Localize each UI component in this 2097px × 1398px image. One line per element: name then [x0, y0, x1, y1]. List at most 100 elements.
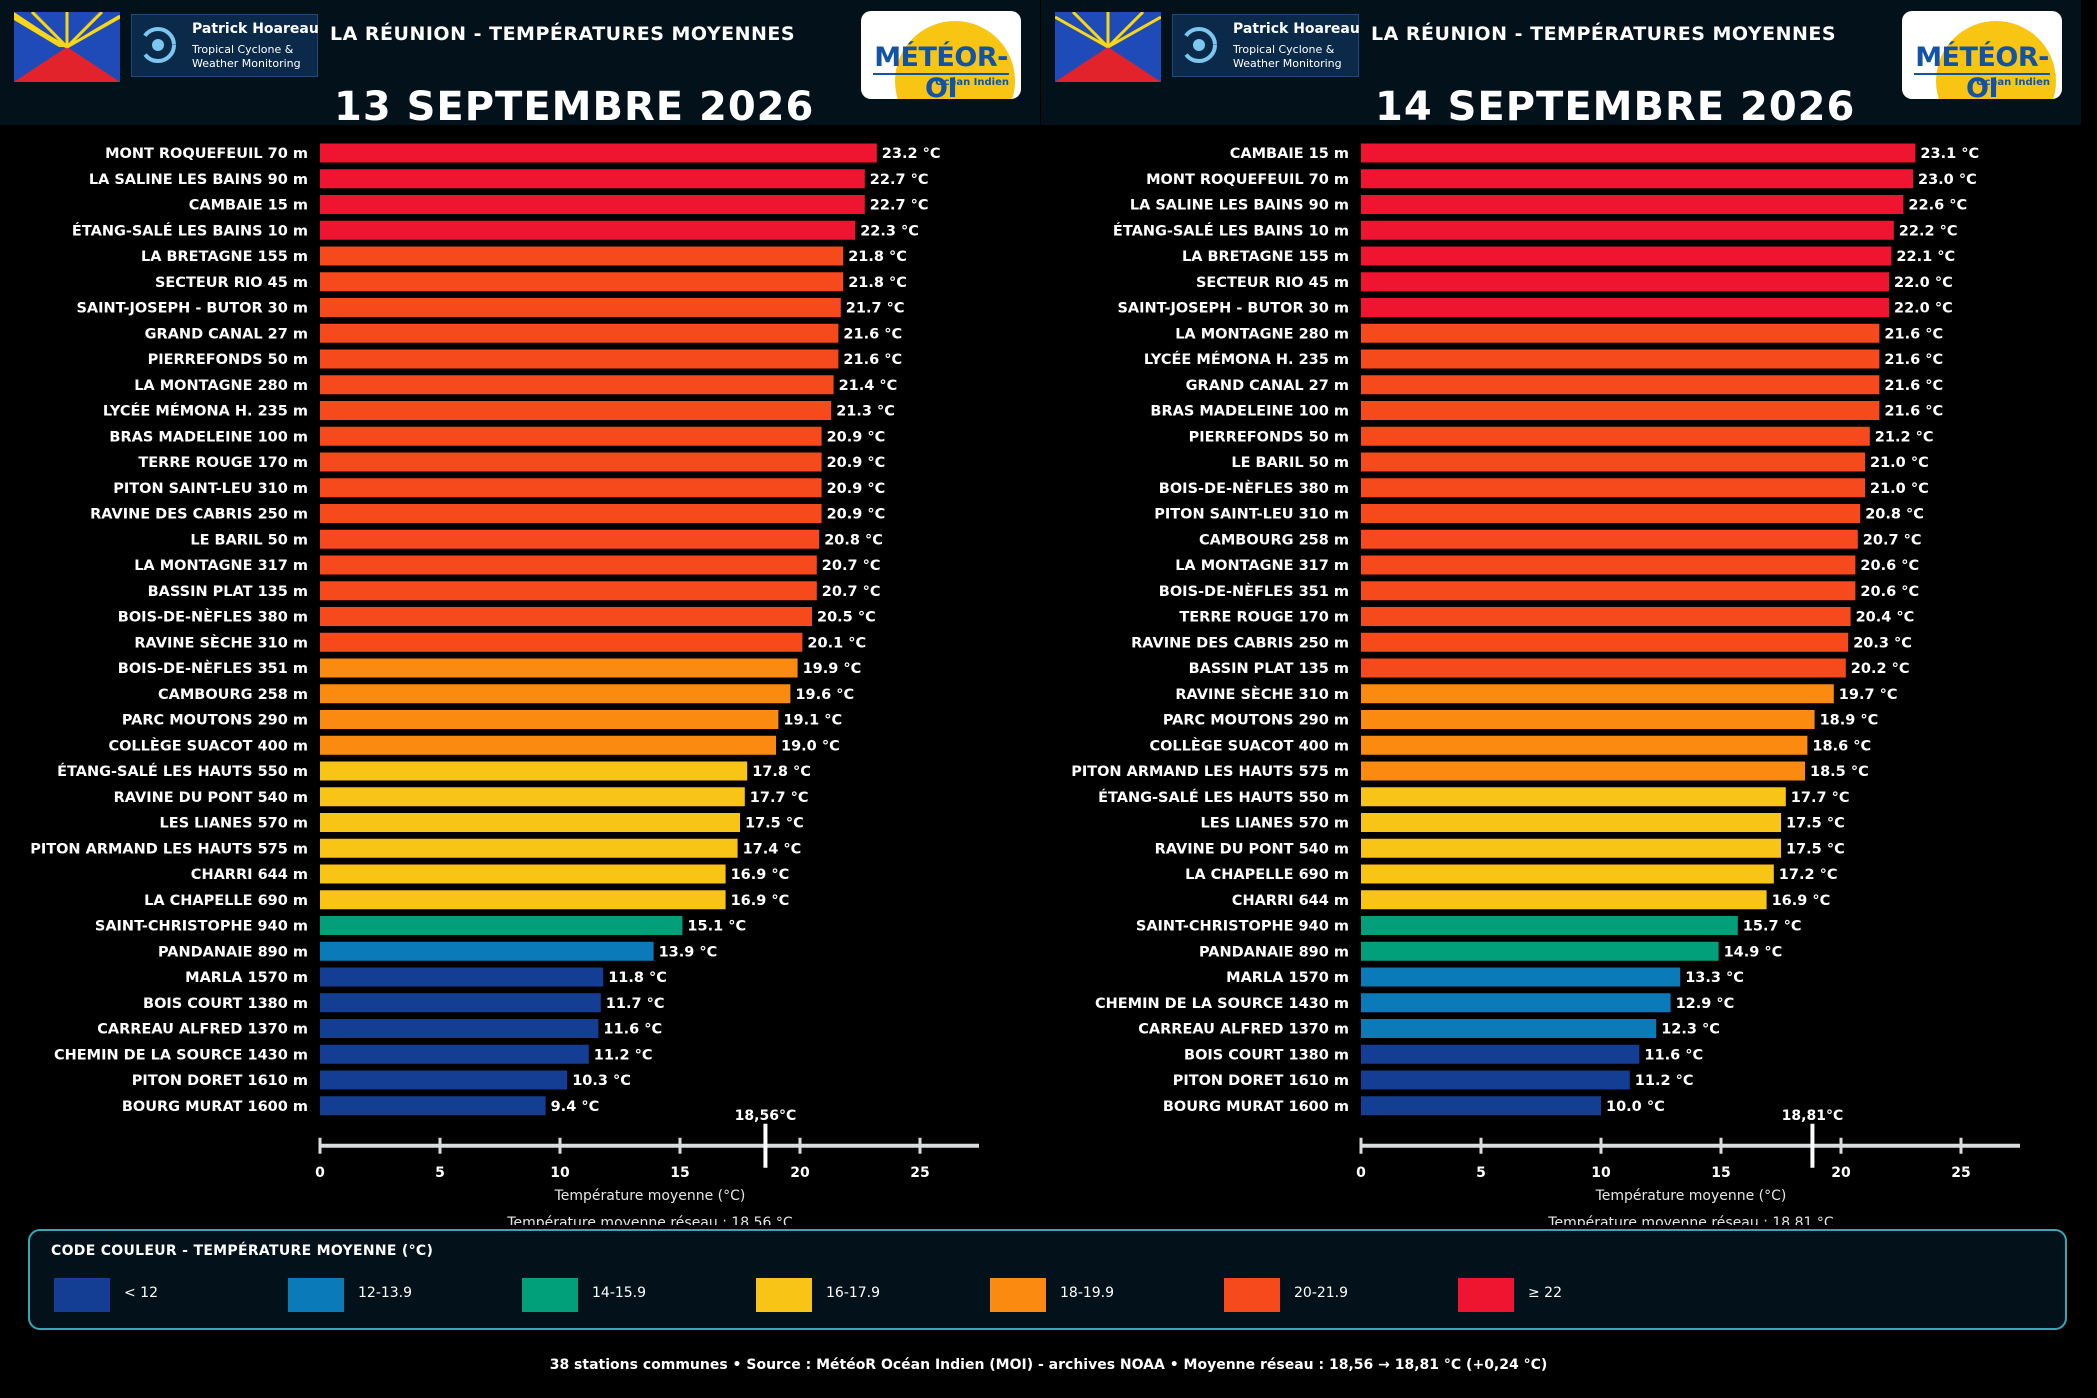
station-label: SAINT-JOSEPH - BUTOR 30 m [1117, 301, 1349, 317]
temperature-bar [1361, 529, 1858, 549]
brand-badge: Patrick Hoareau Tropical Cyclone & Weath… [1172, 14, 1360, 77]
x-tick-label: 20 [790, 1165, 810, 1181]
x-tick-label: 0 [315, 1165, 325, 1181]
temperature-bar [320, 1096, 546, 1116]
value-label: 22.1 °C [1896, 249, 1955, 265]
station-label: COLLÈGE SUACOT 400 m [1149, 737, 1349, 754]
value-label: 19.1 °C [783, 713, 842, 729]
x-tick-label: 5 [435, 1165, 445, 1181]
legend-label: ≥ 22 [1528, 1285, 1562, 1301]
value-label: 20.9 °C [827, 455, 886, 471]
station-label: BOURG MURAT 1600 m [1163, 1099, 1349, 1115]
station-label: CAMBAIE 15 m [1230, 146, 1349, 162]
value-label: 21.6 °C [1884, 378, 1943, 394]
value-label: 17.2 °C [1779, 867, 1838, 883]
temperature-bar [1361, 864, 1774, 884]
value-label: 20.8 °C [824, 532, 883, 548]
station-label: GRAND CANAL 27 m [145, 326, 308, 342]
page-title: LA RÉUNION - TEMPÉRATURES MOYENNES [330, 23, 796, 45]
chart-date: 13 SEPTEMBRE 2026 [334, 84, 815, 130]
temperature-bar [320, 220, 856, 240]
temperature-bar [320, 555, 817, 575]
station-label: CHARRI 644 m [1232, 893, 1349, 909]
temperature-bar [320, 967, 604, 987]
station-label: PITON SAINT-LEU 310 m [1154, 507, 1349, 523]
temperature-bar [1361, 143, 1916, 163]
station-label: LYCÉE MÉMONA H. 235 m [1144, 351, 1349, 368]
station-label: ÉTANG-SALÉ LES BAINS 10 m [1113, 222, 1349, 239]
bar-chart-day-1: MONT ROQUEFEUIL 70 m 23.2 °C LA SALINE LES… [30, 143, 979, 1225]
panel-header: Patrick Hoareau Tropical Cyclone & Weath… [1041, 0, 2081, 130]
value-label: 21.8 °C [848, 275, 907, 291]
station-label: BOIS-DE-NÈFLES 380 m [118, 609, 308, 626]
station-label: MARLA 1570 m [1226, 970, 1349, 986]
brand-tagline: Tropical Cyclone & Weather Monitoring [1233, 43, 1342, 70]
value-label: 21.6 °C [1884, 404, 1943, 420]
value-label: 21.2 °C [1875, 429, 1934, 445]
station-label: RAVINE DES CABRIS 250 m [1131, 635, 1349, 651]
meteor-oi-logo: MÉTÉOR-OI Océan Indien [1902, 11, 2062, 99]
logo-underline [1914, 73, 2050, 75]
temperature-bar [320, 890, 726, 910]
value-label: 20.2 °C [1851, 661, 1910, 677]
value-label: 17.7 °C [1791, 790, 1850, 806]
value-label: 16.9 °C [731, 867, 790, 883]
station-label: CAMBOURG 258 m [1199, 532, 1349, 548]
station-label: CHEMIN DE LA SOURCE 1430 m [1095, 996, 1349, 1012]
temperature-bar [320, 246, 844, 266]
temperature-bar [320, 195, 865, 214]
station-label: LA SALINE LES BAINS 90 m [1130, 198, 1349, 214]
x-tick-label: 20 [1831, 1165, 1851, 1181]
panel-header: Patrick Hoareau Tropical Cyclone & Weath… [0, 0, 1040, 130]
value-label: 21.4 °C [839, 378, 898, 394]
page-title: LA RÉUNION - TEMPÉRATURES MOYENNES [1371, 23, 1837, 45]
station-label: PARC MOUTONS 290 m [1163, 713, 1349, 729]
x-tick-label: 25 [1951, 1165, 1970, 1181]
panel-day-1: Patrick Hoareau Tropical Cyclone & Weath… [0, 0, 1040, 1225]
station-label: ÉTANG-SALÉ LES HAUTS 550 m [1098, 789, 1349, 806]
network-mean-text: Température moyenne réseau : 18,81 °C [1547, 1215, 1834, 1225]
temperature-bar [320, 735, 776, 755]
station-label: LYCÉE MÉMONA H. 235 m [103, 403, 308, 420]
temperature-bar [320, 787, 745, 807]
reunion-flag-icon [1055, 12, 1161, 82]
legend-swatch [54, 1278, 110, 1312]
x-tick-label: 25 [910, 1165, 929, 1181]
temperature-bar [1361, 272, 1889, 292]
value-label: 20.9 °C [827, 481, 886, 497]
value-label: 11.6 °C [1644, 1047, 1703, 1063]
temperature-bar [320, 401, 832, 420]
value-label: 9.4 °C [551, 1099, 600, 1115]
value-label: 20.8 °C [1865, 507, 1924, 523]
temperature-bar [1361, 607, 1851, 626]
station-label: CAMBAIE 15 m [189, 198, 308, 214]
station-label: LA CHAPELLE 690 m [144, 893, 308, 909]
mean-label: 18,81°C [1782, 1108, 1844, 1124]
station-label: PITON SAINT-LEU 310 m [113, 481, 308, 497]
value-label: 20.7 °C [1863, 532, 1922, 548]
station-label: SAINT-CHRISTOPHE 940 m [95, 919, 308, 935]
station-label: PITON ARMAND LES HAUTS 575 m [1071, 764, 1349, 780]
bar-chart-day-2: CAMBAIE 15 m 23.1 °C MONT ROQUEFEUIL 70 m 2… [1071, 143, 2020, 1225]
value-label: 22.0 °C [1894, 301, 1953, 317]
color-legend: CODE COULEUR - TEMPÉRATURE MOYENNE (°C) … [28, 1229, 2067, 1330]
value-label: 23.2 °C [882, 146, 941, 162]
station-label: LA MONTAGNE 280 m [1175, 326, 1349, 342]
network-mean-text: Température moyenne réseau : 18,56 °C [506, 1215, 793, 1225]
temperature-bar [1361, 1070, 1630, 1090]
value-label: 19.7 °C [1839, 687, 1898, 703]
station-label: ÉTANG-SALÉ LES HAUTS 550 m [57, 763, 308, 780]
value-label: 11.8 °C [608, 970, 667, 986]
value-label: 13.3 °C [1685, 970, 1744, 986]
station-label: BASSIN PLAT 135 m [148, 584, 308, 600]
station-label: TERRE ROUGE 170 m [138, 455, 308, 471]
logo-subtext: Océan Indien [935, 77, 1009, 88]
value-label: 10.0 °C [1606, 1099, 1665, 1115]
cyclone-icon [140, 27, 176, 63]
temperature-bar [1361, 426, 1870, 446]
temperature-bar [1361, 323, 1880, 343]
temperature-bar [320, 607, 812, 626]
temperature-bar [320, 298, 841, 317]
station-label: LE BARIL 50 m [190, 532, 308, 548]
station-label: BRAS MADELEINE 100 m [1150, 404, 1349, 420]
